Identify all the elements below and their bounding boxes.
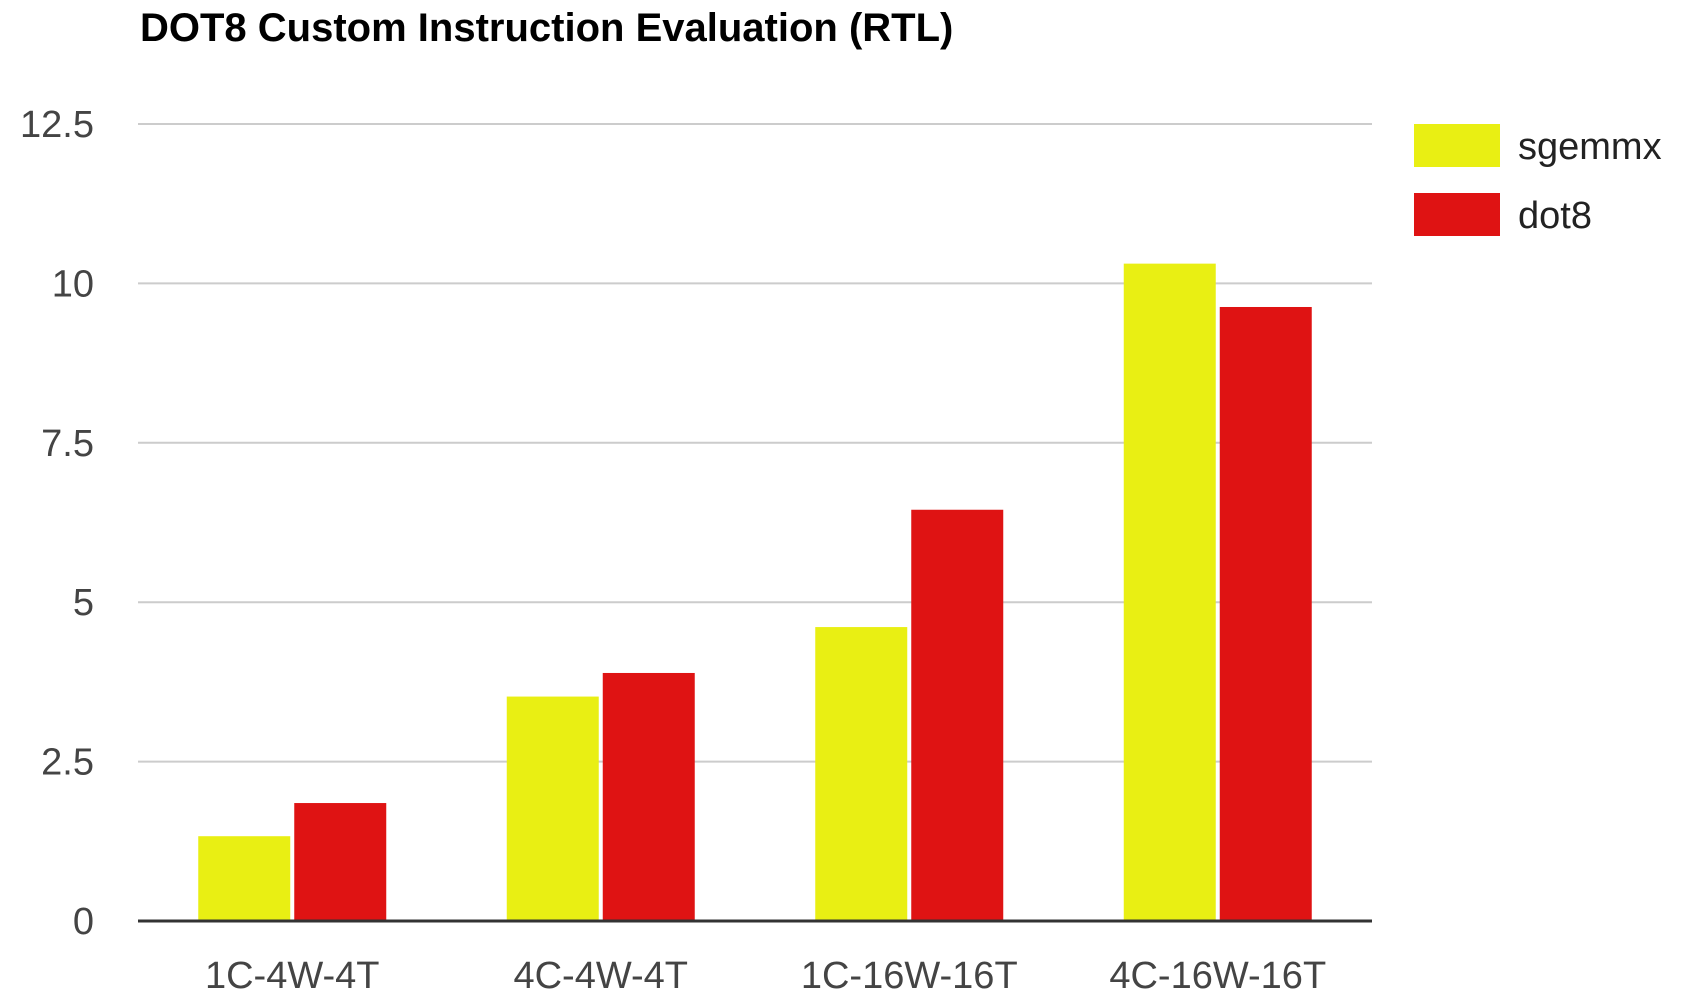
y-tick-label: 5 (73, 582, 94, 624)
legend-swatch-dot8 (1414, 193, 1500, 236)
y-tick-label: 7.5 (41, 423, 94, 465)
bar-sgemmx (506, 696, 599, 921)
bar-dot8 (294, 803, 387, 921)
x-axis-ticks: 1C-4W-4T 4C-4W-4T 1C-16W-16T 4C-16W-16T (205, 955, 1326, 997)
y-tick-label: 0 (73, 901, 94, 943)
y-tick-label: 2.5 (41, 742, 94, 784)
bar-sgemmx (1123, 263, 1216, 921)
bar-dot8 (1219, 306, 1312, 921)
x-tick-label: 1C-4W-4T (205, 955, 380, 997)
y-tick-label: 10 (52, 263, 94, 305)
bar-sgemmx (198, 836, 291, 921)
bar-sgemmx (815, 627, 908, 921)
bar-dot8 (911, 509, 1004, 921)
bars (198, 263, 1312, 921)
legend-label-dot8: dot8 (1518, 195, 1592, 237)
legend-swatch-sgemmx (1414, 124, 1500, 167)
x-tick-label: 1C-16W-16T (801, 955, 1018, 997)
x-tick-label: 4C-16W-16T (1109, 955, 1326, 997)
x-tick-label: 4C-4W-4T (513, 955, 688, 997)
legend: sgemmx dot8 (1414, 124, 1662, 237)
legend-label-sgemmx: sgemmx (1518, 126, 1662, 168)
bar-dot8 (602, 672, 695, 921)
y-tick-label: 12.5 (20, 104, 94, 146)
chart-title: DOT8 Custom Instruction Evaluation (RTL) (140, 6, 954, 50)
y-axis-ticks: 0 2.5 5 7.5 10 12.5 (20, 104, 94, 943)
